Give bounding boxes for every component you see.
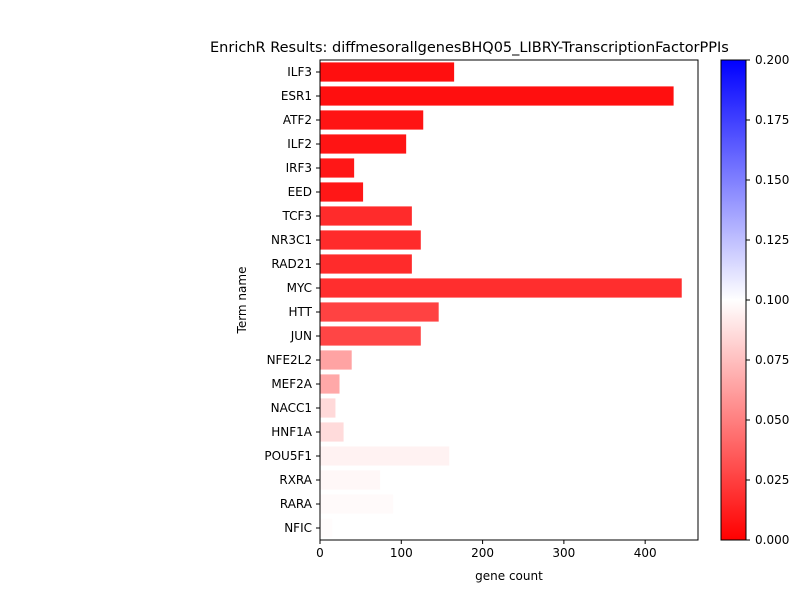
x-tick-label: 200 [471, 546, 494, 560]
y-axis-label: Term name [235, 267, 249, 335]
y-tick-label: ILF3 [287, 65, 312, 79]
y-tick-label: NACC1 [271, 401, 312, 415]
colorbar-tick-label: 0.125 [755, 233, 789, 247]
bar-atf2 [320, 110, 424, 130]
bar-nr3c1 [320, 230, 421, 250]
y-tick-label: HTT [289, 305, 313, 319]
bar-htt [320, 302, 439, 322]
bar-nfic [320, 518, 333, 538]
colorbar-tick-label: 0.075 [755, 353, 789, 367]
y-tick-label: POU5F1 [264, 449, 312, 463]
bar-tcf3 [320, 206, 412, 226]
bar-ilf3 [320, 62, 455, 82]
colorbar [720, 59, 747, 541]
y-tick-label: RARA [280, 497, 313, 511]
y-tick-label: NFE2L2 [267, 353, 312, 367]
y-tick-labels: ILF3 ESR1 ATF2 ILF2 IRF3 EED TCF3 NR3C1 RAD21 MYC… [264, 65, 320, 535]
y-tick-label: RXRA [279, 473, 312, 487]
colorbar-tick-label: 0.150 [755, 173, 789, 187]
colorbar-tick-label: 0.000 [755, 533, 789, 547]
x-tick-label: 400 [634, 546, 657, 560]
bar-rad21 [320, 254, 412, 274]
y-tick-label: MEF2A [271, 377, 312, 391]
y-tick-label: ESR1 [281, 89, 312, 103]
bar-nacc1 [320, 398, 336, 418]
bar-rxra [320, 470, 381, 490]
y-tick-label: JUN [290, 329, 312, 343]
y-tick-label: MYC [287, 281, 312, 295]
x-tick-labels: 0 100 200 300 400 [316, 540, 657, 560]
colorbar-tick-labels: 0.000 0.025 0.050 0.075 0.100 0.125 0.150 0.175… [746, 53, 789, 547]
y-tick-label: NR3C1 [271, 233, 312, 247]
bar-ilf2 [320, 134, 407, 154]
bar-esr1 [320, 86, 674, 106]
y-tick-label: EED [288, 185, 312, 199]
y-tick-label: ATF2 [283, 113, 312, 127]
colorbar-tick-label: 0.050 [755, 413, 789, 427]
y-tick-label: ILF2 [287, 137, 312, 151]
bar-myc [320, 278, 682, 298]
bar-hnf1a [320, 422, 344, 442]
bar-mef2a [320, 374, 340, 394]
bar-nfe2l2 [320, 350, 352, 370]
y-tick-label: HNF1A [271, 425, 313, 439]
x-tick-label: 0 [316, 546, 324, 560]
colorbar-tick-label: 0.175 [755, 113, 789, 127]
colorbar-tick-label: 0.100 [755, 293, 789, 307]
bar-eed [320, 182, 364, 202]
x-tick-label: 100 [390, 546, 413, 560]
bar-pou5f1 [320, 446, 450, 466]
bar-irf3 [320, 158, 355, 178]
chart-title: EnrichR Results: diffmesorallgenesBHQ05_… [210, 40, 729, 56]
x-axis-label: gene count [475, 569, 543, 583]
bar-rara [320, 494, 394, 514]
colorbar-tick-label: 0.200 [755, 53, 789, 67]
y-tick-label: RAD21 [271, 257, 312, 271]
x-tick-label: 300 [552, 546, 575, 560]
bars-group [320, 62, 682, 538]
colorbar-tick-label: 0.025 [755, 473, 789, 487]
y-tick-label: TCF3 [281, 209, 312, 223]
y-tick-label: IRF3 [286, 161, 312, 175]
y-tick-label: NFIC [284, 521, 312, 535]
plot-frame [319, 59, 699, 541]
bar-jun [320, 326, 421, 346]
